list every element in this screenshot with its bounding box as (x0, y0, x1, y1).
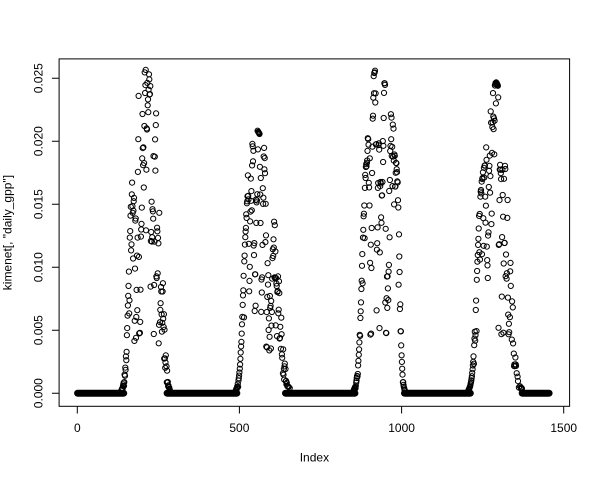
svg-text:1500: 1500 (550, 421, 577, 435)
svg-text:0.020: 0.020 (31, 126, 45, 156)
svg-text:0.000: 0.000 (31, 378, 45, 408)
svg-text:0.010: 0.010 (31, 252, 45, 282)
svg-text:0.005: 0.005 (31, 315, 45, 345)
svg-text:0.025: 0.025 (31, 63, 45, 93)
svg-text:Index: Index (300, 451, 329, 465)
svg-text:500: 500 (229, 421, 249, 435)
svg-text:1000: 1000 (388, 421, 415, 435)
svg-text:0: 0 (74, 421, 81, 435)
svg-text:0.015: 0.015 (31, 189, 45, 219)
svg-text:kimenet[, "daily_gpp"]: kimenet[, "daily_gpp"] (0, 175, 14, 290)
